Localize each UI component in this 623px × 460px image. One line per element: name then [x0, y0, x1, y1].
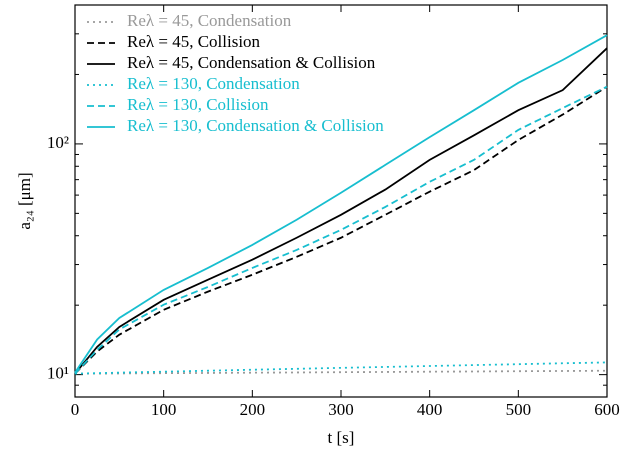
- line-series: [74, 85, 608, 375]
- x-tick-label: 500: [506, 400, 532, 419]
- x-tick-label: 100: [151, 400, 177, 419]
- legend-label: Reλ = 45, Collision: [127, 32, 261, 51]
- x-tick-label: 300: [328, 400, 354, 419]
- y-axis-label: a₂₄ [μm]: [15, 172, 34, 229]
- legend-label: Reλ = 45, Condensation & Collision: [127, 53, 376, 72]
- legend-label: Reλ = 45, Condensation: [127, 11, 292, 30]
- x-tick-label: 200: [240, 400, 266, 419]
- line-series: [74, 34, 608, 374]
- x-tick-label: 400: [417, 400, 443, 419]
- y-tick-label: 10¹: [47, 364, 69, 383]
- line-series: [74, 361, 608, 375]
- legend-label: Reλ = 130, Collision: [127, 95, 269, 114]
- line-series: [74, 85, 608, 375]
- x-tick-label: 600: [594, 400, 620, 419]
- legend-label: Reλ = 130, Condensation & Collision: [127, 116, 384, 135]
- line-series: [74, 47, 608, 375]
- legend-label: Reλ = 130, Condensation: [127, 74, 300, 93]
- y-tick-label: 10²: [47, 133, 69, 152]
- x-axis-label: t [s]: [328, 428, 355, 447]
- x-tick-label: 0: [71, 400, 80, 419]
